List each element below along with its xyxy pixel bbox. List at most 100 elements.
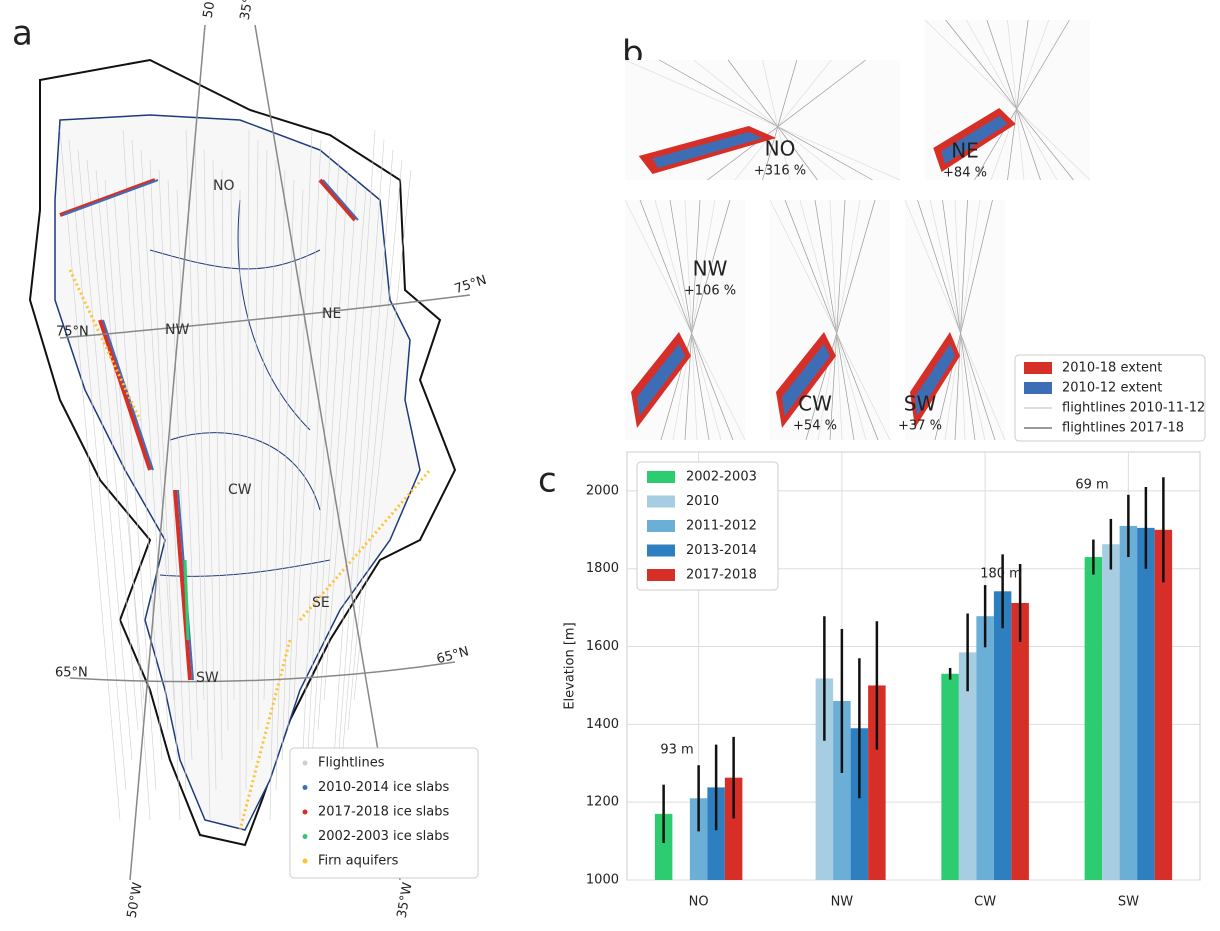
y-tick-label: 1200 (586, 795, 619, 810)
ice-slab-track (173, 489, 192, 681)
flightline (335, 139, 385, 791)
flightline (230, 179, 235, 701)
annotation: 180 m (980, 567, 1022, 582)
legend-label: Flightlines (318, 756, 385, 771)
flightline (624, 59, 901, 181)
flightline (672, 199, 716, 441)
extent-2010-12 (652, 132, 763, 168)
graticule-label: 75°N (453, 273, 489, 297)
extent-2010-12 (782, 344, 830, 416)
graticule-label: 75°N (56, 325, 89, 340)
legend-marker (302, 834, 308, 839)
flightline (934, 199, 993, 441)
flightline (829, 199, 843, 441)
legend-marker (302, 785, 308, 790)
annotation: 69 m (1075, 478, 1108, 493)
region-label: SE (312, 595, 330, 611)
legend-label: 2017-2018 (686, 568, 757, 583)
extent-2010-12 (941, 116, 1008, 164)
y-tick-label: 1400 (586, 717, 619, 732)
flightline (353, 169, 412, 701)
meridian (254, 24, 401, 881)
flightline (68, 139, 127, 791)
flightline (817, 199, 861, 441)
bar (868, 685, 886, 880)
flightline (95, 169, 145, 701)
flightline (263, 159, 277, 701)
ice-sheet (54, 114, 421, 831)
legend-swatch (647, 544, 675, 557)
ice-slab-track (322, 179, 359, 221)
flightline (203, 149, 217, 791)
legend-swatch (647, 520, 675, 532)
flightline (945, 19, 1074, 181)
flightline (974, 19, 1070, 181)
y-axis-label: Elevation [m] (563, 622, 578, 709)
flightline (347, 159, 403, 731)
legend-label: flightlines 2017-18 (1062, 421, 1184, 436)
flightline (1007, 19, 1025, 181)
y-tick-label: 2000 (586, 483, 619, 498)
legend-marker (302, 809, 308, 815)
aquifer-track (298, 469, 432, 621)
legend-marker (302, 858, 308, 864)
y-tick-label: 1000 (586, 873, 619, 888)
ice-slab-track (318, 178, 357, 222)
flightline (323, 189, 367, 701)
flightline (341, 149, 394, 761)
flightline (762, 59, 798, 181)
inset-region: NE (951, 139, 979, 163)
flightline (986, 19, 1041, 181)
legend-label: 2013-2014 (686, 543, 757, 558)
extent-2010-12 (915, 344, 955, 416)
flightline (305, 159, 340, 791)
legend-label: Firn aquifers (318, 854, 399, 869)
flightline (131, 139, 169, 731)
flightline (954, 199, 966, 441)
flightline (769, 199, 891, 441)
map-a (28, 24, 471, 881)
bar (1011, 602, 1029, 880)
bar (958, 652, 977, 880)
bar (689, 798, 708, 880)
bar (815, 678, 834, 880)
legend-swatch (1024, 362, 1052, 374)
panel-label: c (538, 461, 557, 501)
ice-slab-track (183, 559, 190, 641)
annotation: 93 m (660, 743, 693, 758)
flightline (942, 199, 976, 441)
bar (993, 591, 1012, 880)
flightline (684, 199, 701, 441)
x-tick-label: NO (689, 895, 709, 910)
graticule-label: 35°W (395, 881, 416, 919)
flightline (158, 169, 187, 791)
flightline (299, 149, 331, 821)
bar (941, 673, 959, 880)
flightline (59, 129, 121, 821)
flightline (275, 179, 295, 791)
flightline (924, 19, 1091, 181)
flightline (104, 179, 151, 821)
graticule-label: 35°W (238, 0, 259, 21)
flightline (194, 139, 211, 821)
flightline (251, 139, 259, 761)
flightline (269, 169, 286, 821)
bar (724, 777, 743, 880)
x-tick-label: SW (1118, 895, 1139, 910)
flightline (917, 199, 996, 441)
flightline (176, 189, 199, 731)
inset-change: +84 % (943, 166, 987, 181)
flightline (669, 199, 710, 441)
legend-box (289, 747, 479, 879)
flightline (293, 139, 322, 701)
flightline (734, 59, 832, 181)
flightline (185, 129, 205, 701)
region-label: CW (228, 482, 252, 498)
flightline (944, 199, 981, 441)
legend-box (1014, 354, 1206, 442)
flightline (654, 199, 722, 441)
y-tick-label: 1800 (586, 561, 619, 576)
flightline (990, 19, 1050, 181)
flightline (317, 179, 358, 731)
